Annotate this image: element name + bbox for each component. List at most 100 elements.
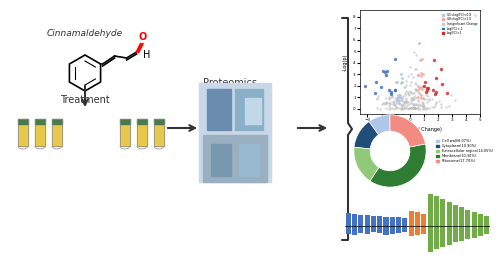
Point: [400, 106, 408, 110]
Point: [394, 98, 402, 102]
Point: [403, 100, 411, 104]
Text: Treatment: Treatment: [60, 95, 110, 105]
Point: [372, 91, 380, 95]
Point: [405, 102, 413, 106]
Text: O: O: [138, 32, 146, 42]
Point: [385, 95, 393, 99]
Point: [416, 107, 424, 111]
Point: [394, 101, 402, 105]
Point: [391, 87, 399, 92]
Bar: [459, 226, 464, 241]
Bar: [396, 226, 401, 233]
X-axis label: Log(Fold Change): Log(Fold Change): [398, 127, 442, 132]
Point: [392, 106, 400, 110]
Point: [417, 85, 425, 89]
Point: [432, 90, 440, 94]
Point: [410, 87, 418, 91]
Point: [389, 101, 397, 106]
Point: [398, 106, 406, 110]
Bar: [434, 196, 439, 226]
Point: [380, 70, 388, 74]
Legend: Cell wall(8.07%), Cytoplasm(10.90%), Extracellular region(14.05%), Membrane(30.3: Cell wall(8.07%), Cytoplasm(10.90%), Ext…: [436, 138, 494, 164]
Point: [410, 50, 418, 54]
Point: [416, 58, 424, 62]
Point: [384, 107, 392, 111]
Point: [394, 80, 402, 84]
Point: [394, 102, 402, 106]
Point: [412, 106, 420, 110]
Point: [414, 72, 422, 77]
Point: [408, 106, 416, 110]
Point: [386, 101, 394, 106]
Bar: [120, 124, 130, 146]
Point: [422, 88, 430, 92]
Point: [407, 106, 415, 110]
Point: [444, 104, 452, 108]
Point: [421, 80, 429, 84]
Legend: 0.5<log(FC)<0.8, 0.8<log(FC)<1.0, Insignificant Change, Log(FC)<-1, Log(FC)>1: 0.5<log(FC)<0.8, 0.8<log(FC)<1.0, Insign…: [441, 12, 478, 36]
Point: [409, 96, 417, 100]
Bar: [478, 226, 483, 237]
Point: [438, 82, 446, 86]
Point: [425, 97, 433, 101]
Point: [408, 105, 416, 109]
Point: [386, 88, 394, 92]
Point: [392, 87, 400, 92]
Point: [378, 102, 386, 106]
Bar: [18, 119, 28, 146]
Point: [424, 94, 432, 98]
Bar: [137, 119, 147, 146]
Point: [385, 97, 393, 101]
Point: [400, 100, 408, 104]
Point: [422, 107, 430, 111]
Point: [390, 103, 398, 107]
Point: [406, 89, 413, 93]
Point: [386, 95, 394, 100]
Bar: [371, 226, 376, 232]
Bar: [154, 119, 164, 146]
Point: [407, 91, 415, 95]
Point: [418, 57, 426, 61]
Point: [394, 95, 402, 100]
Point: [414, 98, 422, 102]
Point: [396, 106, 404, 110]
Bar: [472, 226, 477, 238]
Bar: [154, 124, 164, 146]
Point: [384, 69, 392, 73]
Point: [388, 90, 396, 94]
Point: [383, 101, 391, 105]
Bar: [377, 226, 382, 233]
Point: [401, 93, 409, 97]
Point: [406, 96, 414, 101]
Bar: [346, 213, 350, 226]
Bar: [207, 89, 231, 130]
Point: [382, 96, 390, 100]
Point: [412, 102, 420, 106]
Point: [374, 106, 382, 110]
Text: H: H: [142, 50, 150, 60]
Point: [416, 93, 424, 97]
Bar: [478, 214, 483, 226]
Point: [420, 103, 428, 107]
Point: [392, 87, 400, 92]
Point: [438, 102, 446, 106]
Point: [410, 94, 418, 98]
Point: [396, 102, 404, 107]
Point: [380, 70, 388, 74]
Point: [412, 89, 420, 93]
Wedge shape: [369, 115, 390, 135]
Point: [419, 84, 427, 88]
Point: [394, 93, 402, 97]
Point: [398, 80, 406, 84]
Point: [409, 75, 417, 79]
Point: [437, 67, 445, 71]
Wedge shape: [354, 122, 378, 149]
Point: [420, 72, 428, 76]
Point: [394, 93, 402, 97]
Text: Cinnamaldehyde: Cinnamaldehyde: [47, 28, 123, 37]
Point: [420, 106, 428, 110]
Point: [437, 105, 445, 109]
Bar: [346, 226, 350, 234]
Point: [412, 102, 420, 106]
Point: [410, 103, 418, 107]
